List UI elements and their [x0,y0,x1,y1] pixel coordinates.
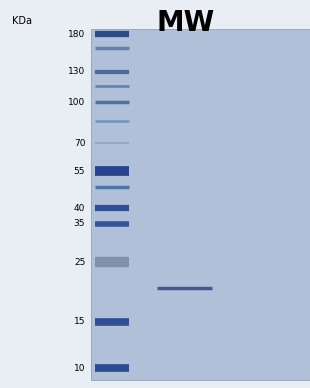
FancyBboxPatch shape [91,29,310,380]
Text: 100: 100 [68,98,85,107]
Text: 35: 35 [74,219,85,228]
Text: 25: 25 [74,258,85,267]
Text: 70: 70 [74,139,85,148]
Text: 130: 130 [68,68,85,76]
Text: 15: 15 [74,317,85,326]
Text: KDa: KDa [12,16,33,26]
Text: 55: 55 [74,167,85,176]
Text: MW: MW [157,9,215,36]
Text: 40: 40 [74,204,85,213]
Text: 10: 10 [74,364,85,373]
Text: 180: 180 [68,30,85,39]
